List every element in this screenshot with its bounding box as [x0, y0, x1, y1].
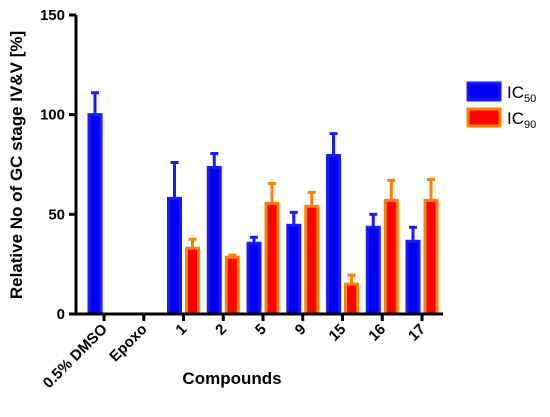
y-tick-label: 0 [57, 306, 65, 323]
legend-swatch [466, 81, 502, 102]
legend-label: IC50 [507, 83, 536, 105]
x-tick-label: 15 [326, 321, 350, 345]
y-axis-title: Relative No of GC stage IV&V [%] [7, 31, 26, 299]
y-axis: 0 50 100 150 [40, 7, 78, 323]
x-tick-label: Epoxo [106, 321, 150, 365]
y-tick-label: 50 [48, 206, 65, 223]
bar-ic90 [224, 255, 240, 316]
bar-ic90 [423, 198, 439, 316]
bar-ic90 [304, 204, 320, 316]
y-tick-label: 100 [40, 107, 65, 124]
bar-ic90 [344, 282, 359, 316]
legend-label: IC90 [507, 109, 536, 131]
x-tick-label: 16 [365, 321, 389, 345]
bar-ic50 [286, 223, 302, 316]
bar-ic50 [206, 165, 222, 316]
plot-area [87, 91, 439, 316]
bar-ic50 [365, 225, 381, 316]
x-tick-label: 17 [405, 321, 429, 345]
x-tick-label: 9 [292, 321, 310, 339]
x-axis-title: Compounds [182, 369, 281, 388]
legend: IC50 IC90 [466, 81, 536, 131]
x-tick-label: 5 [252, 321, 270, 339]
bar-ic50 [167, 196, 182, 316]
y-tick-label: 150 [40, 7, 65, 24]
bar-ic50 [87, 113, 103, 316]
x-tick-label: 1 [172, 321, 190, 339]
x-tick-label: 2 [212, 321, 230, 339]
bar-ic90 [264, 201, 280, 316]
x-tick-label: 0.5% DMSO [40, 321, 111, 392]
bar-ic50 [326, 154, 341, 316]
bar-ic50 [405, 239, 421, 316]
bar-ic90 [383, 198, 399, 316]
bar-ic90 [185, 246, 200, 316]
legend-swatch [466, 107, 502, 128]
bar-ic50 [246, 241, 262, 316]
